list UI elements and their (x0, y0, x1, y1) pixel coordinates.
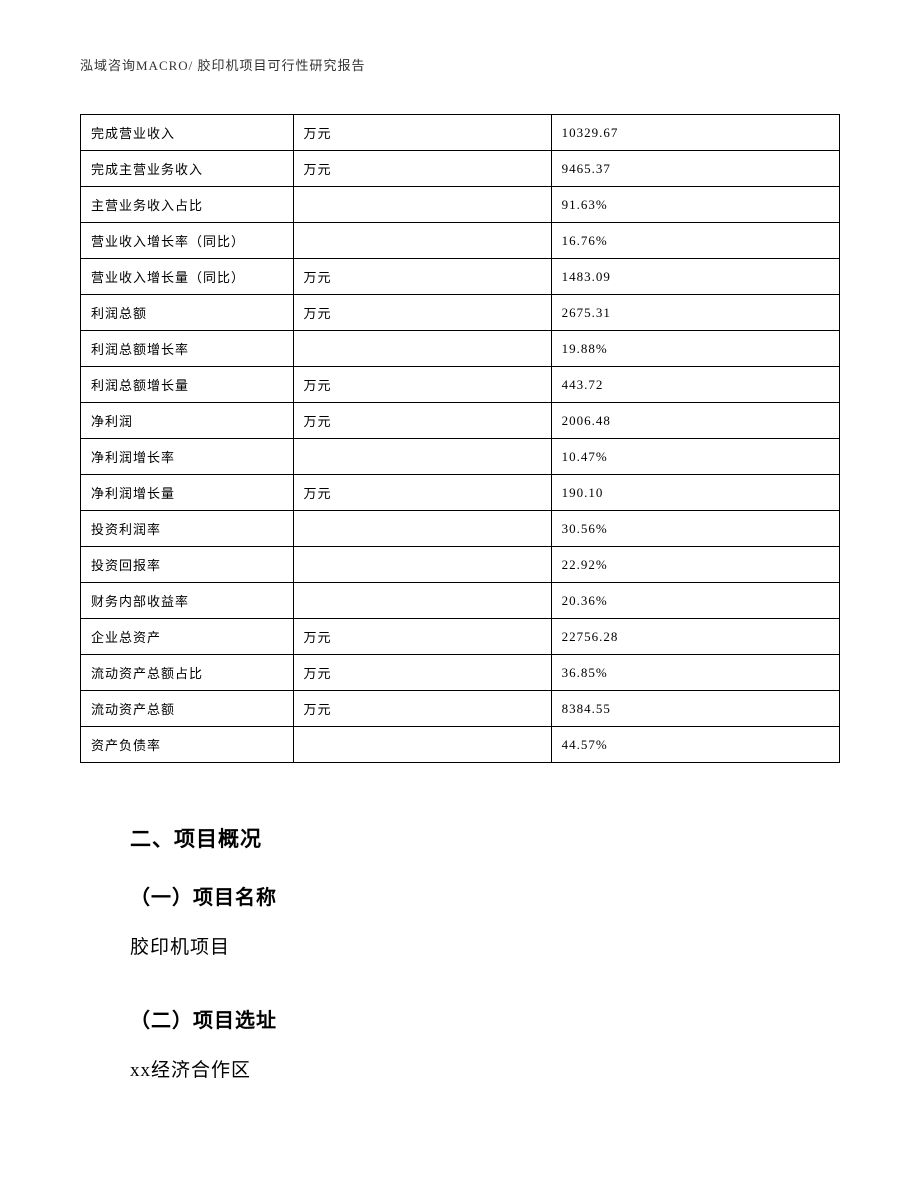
row-label: 资产负债率 (81, 727, 294, 763)
row-label: 利润总额增长量 (81, 367, 294, 403)
table-body: 完成营业收入万元10329.67 完成主营业务收入万元9465.37 主营业务收… (81, 115, 840, 763)
row-unit (293, 331, 551, 367)
content-section: 二、项目概况 （一）项目名称 胶印机项目 （二）项目选址 xx经济合作区 (80, 823, 840, 1082)
row-unit: 万元 (293, 367, 551, 403)
row-label: 主营业务收入占比 (81, 187, 294, 223)
row-value: 44.57% (551, 727, 839, 763)
table-row: 投资利润率 30.56% (81, 511, 840, 547)
table-row: 投资回报率 22.92% (81, 547, 840, 583)
table-row: 完成主营业务收入万元9465.37 (81, 151, 840, 187)
row-unit: 万元 (293, 295, 551, 331)
section-heading: 二、项目概况 (130, 823, 840, 853)
page-header: 泓域咨询MACRO/ 胶印机项目可行性研究报告 (80, 55, 840, 74)
row-value: 36.85% (551, 655, 839, 691)
row-label: 净利润增长率 (81, 439, 294, 475)
row-label: 投资利润率 (81, 511, 294, 547)
table-row: 营业收入增长量（同比）万元1483.09 (81, 259, 840, 295)
row-value: 20.36% (551, 583, 839, 619)
table-row: 流动资产总额万元8384.55 (81, 691, 840, 727)
row-value: 19.88% (551, 331, 839, 367)
table-row: 流动资产总额占比万元36.85% (81, 655, 840, 691)
row-unit: 万元 (293, 115, 551, 151)
table-row: 利润总额万元2675.31 (81, 295, 840, 331)
table-row: 完成营业收入万元10329.67 (81, 115, 840, 151)
row-label: 投资回报率 (81, 547, 294, 583)
table-row: 资产负债率 44.57% (81, 727, 840, 763)
row-value: 2675.31 (551, 295, 839, 331)
row-unit (293, 511, 551, 547)
subsection-heading: （一）项目名称 (130, 881, 840, 910)
row-label: 利润总额 (81, 295, 294, 331)
table-row: 财务内部收益率 20.36% (81, 583, 840, 619)
row-unit: 万元 (293, 151, 551, 187)
row-value: 22756.28 (551, 619, 839, 655)
row-unit (293, 187, 551, 223)
row-unit (293, 439, 551, 475)
row-label: 企业总资产 (81, 619, 294, 655)
row-value: 22.92% (551, 547, 839, 583)
row-label: 财务内部收益率 (81, 583, 294, 619)
row-label: 净利润增长量 (81, 475, 294, 511)
table-row: 净利润增长量万元190.10 (81, 475, 840, 511)
row-value: 443.72 (551, 367, 839, 403)
row-unit (293, 223, 551, 259)
row-value: 2006.48 (551, 403, 839, 439)
row-unit (293, 547, 551, 583)
table-row: 企业总资产万元22756.28 (81, 619, 840, 655)
row-value: 10.47% (551, 439, 839, 475)
row-unit: 万元 (293, 475, 551, 511)
table-row: 利润总额增长量万元443.72 (81, 367, 840, 403)
row-value: 10329.67 (551, 115, 839, 151)
table-row: 利润总额增长率 19.88% (81, 331, 840, 367)
document-page: 泓域咨询MACRO/ 胶印机项目可行性研究报告 完成营业收入万元10329.67… (0, 0, 920, 1187)
row-unit (293, 727, 551, 763)
row-unit: 万元 (293, 403, 551, 439)
row-label: 净利润 (81, 403, 294, 439)
row-label: 营业收入增长率（同比） (81, 223, 294, 259)
row-value: 190.10 (551, 475, 839, 511)
table-row: 净利润万元2006.48 (81, 403, 840, 439)
row-value: 91.63% (551, 187, 839, 223)
row-unit (293, 583, 551, 619)
row-label: 完成主营业务收入 (81, 151, 294, 187)
body-text: 胶印机项目 (130, 932, 840, 959)
row-label: 流动资产总额 (81, 691, 294, 727)
row-label: 利润总额增长率 (81, 331, 294, 367)
table-row: 营业收入增长率（同比） 16.76% (81, 223, 840, 259)
row-unit: 万元 (293, 655, 551, 691)
row-value: 16.76% (551, 223, 839, 259)
row-unit: 万元 (293, 619, 551, 655)
row-label: 完成营业收入 (81, 115, 294, 151)
row-value: 8384.55 (551, 691, 839, 727)
row-value: 30.56% (551, 511, 839, 547)
row-label: 营业收入增长量（同比） (81, 259, 294, 295)
row-unit: 万元 (293, 259, 551, 295)
row-value: 1483.09 (551, 259, 839, 295)
row-label: 流动资产总额占比 (81, 655, 294, 691)
financial-table: 完成营业收入万元10329.67 完成主营业务收入万元9465.37 主营业务收… (80, 114, 840, 763)
subsection-heading: （二）项目选址 (130, 1004, 840, 1033)
table-row: 主营业务收入占比 91.63% (81, 187, 840, 223)
table-row: 净利润增长率 10.47% (81, 439, 840, 475)
row-unit: 万元 (293, 691, 551, 727)
row-value: 9465.37 (551, 151, 839, 187)
body-text: xx经济合作区 (130, 1055, 840, 1082)
